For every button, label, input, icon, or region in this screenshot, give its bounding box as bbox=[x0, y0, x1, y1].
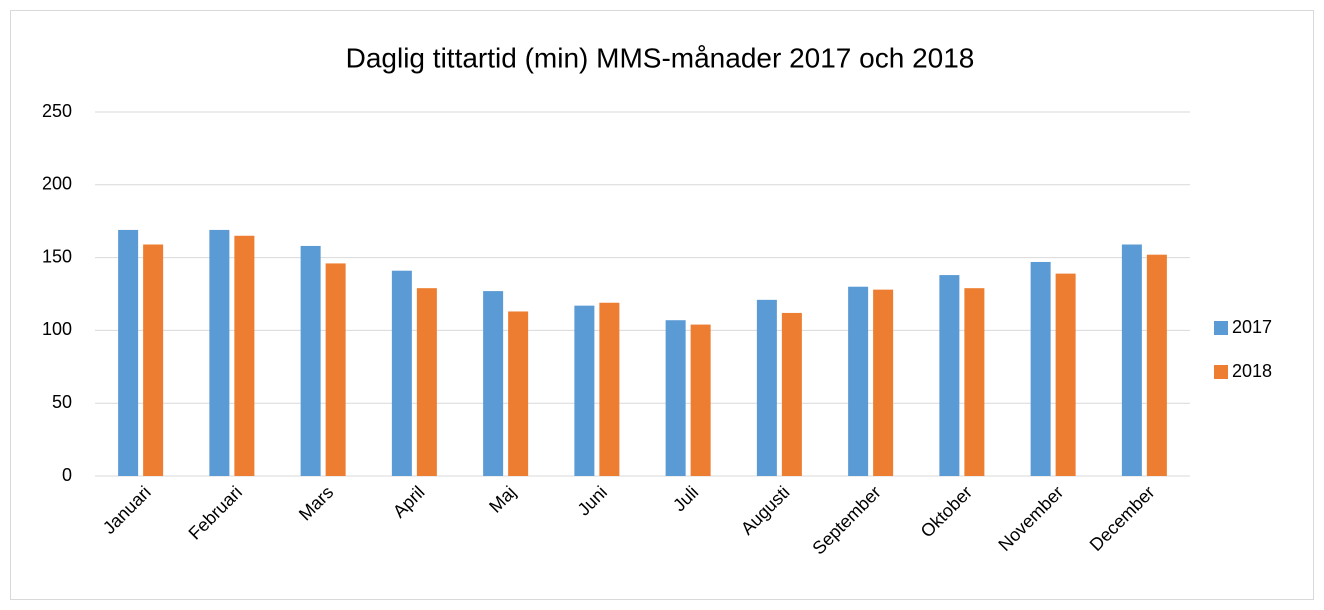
bar bbox=[1055, 273, 1076, 476]
bar bbox=[1121, 244, 1142, 476]
bar bbox=[391, 270, 412, 476]
y-tick-label: 150 bbox=[42, 246, 72, 266]
bar bbox=[690, 324, 711, 476]
bar bbox=[143, 244, 164, 476]
bar bbox=[574, 305, 595, 476]
y-tick-label: 50 bbox=[52, 392, 72, 412]
bar bbox=[118, 229, 139, 476]
bar bbox=[781, 312, 802, 476]
legend-swatch bbox=[1214, 365, 1228, 379]
y-tick-label: 200 bbox=[42, 174, 72, 194]
bar bbox=[416, 288, 437, 476]
bar bbox=[1146, 254, 1167, 476]
bar bbox=[848, 286, 869, 476]
y-tick-label: 250 bbox=[42, 101, 72, 121]
chart-title: Daglig tittartid (min) MMS-månader 2017 … bbox=[346, 42, 975, 73]
y-tick-label: 0 bbox=[62, 465, 72, 485]
bar bbox=[508, 311, 529, 476]
y-tick-label: 100 bbox=[42, 319, 72, 339]
bar bbox=[325, 263, 346, 476]
bar bbox=[756, 299, 777, 476]
bar bbox=[300, 245, 321, 476]
bar bbox=[939, 275, 960, 476]
bar bbox=[234, 235, 255, 476]
bar bbox=[964, 288, 985, 476]
bar bbox=[665, 320, 686, 476]
legend-label: 2017 bbox=[1232, 317, 1272, 337]
bar bbox=[599, 302, 620, 476]
bar bbox=[1030, 261, 1051, 476]
legend-label: 2018 bbox=[1232, 361, 1272, 381]
legend-swatch bbox=[1214, 321, 1228, 335]
bar bbox=[873, 289, 894, 476]
bar bbox=[209, 229, 230, 476]
bar bbox=[483, 291, 504, 476]
